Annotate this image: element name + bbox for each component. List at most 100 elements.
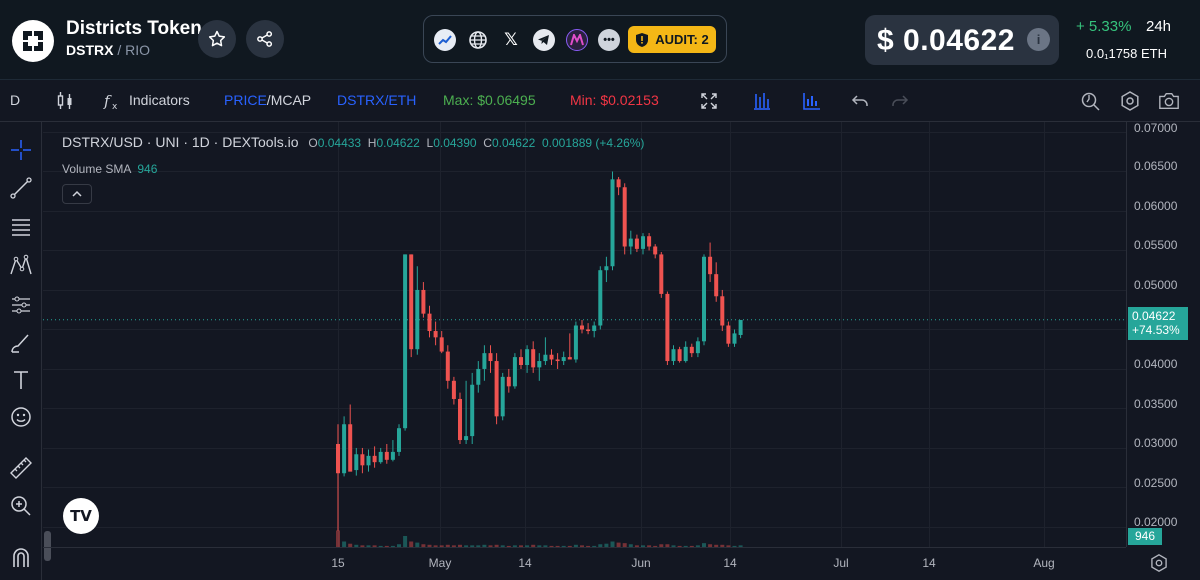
volume-bar	[519, 545, 523, 547]
chart-icon[interactable]	[434, 29, 456, 51]
text-tool-icon[interactable]	[8, 367, 34, 393]
volume-bar	[494, 544, 499, 547]
indicators-button[interactable]: Indicators	[129, 92, 190, 108]
coin-icon[interactable]	[566, 29, 588, 51]
star-icon	[208, 30, 226, 47]
candle-type-icon[interactable]	[54, 90, 76, 112]
telegram-icon[interactable]	[533, 29, 555, 51]
volume-bar	[336, 530, 340, 547]
favorite-button[interactable]	[198, 20, 236, 58]
more-icon[interactable]: •••	[598, 29, 620, 51]
candle-body	[586, 329, 591, 332]
candle-body	[421, 289, 426, 314]
candle-body	[366, 455, 371, 466]
volume-label: Volume SMA	[62, 162, 132, 176]
tradingview-logo[interactable]: TV	[63, 498, 99, 534]
redo-icon[interactable]	[889, 90, 911, 112]
candles-icon[interactable]	[751, 90, 773, 112]
quick-search-icon[interactable]	[1079, 90, 1101, 112]
crosshair-icon[interactable]	[8, 137, 34, 163]
brush-icon[interactable]	[8, 330, 34, 356]
price-mcap-toggle[interactable]: PRICE/MCAP	[224, 92, 311, 108]
volume-bar	[384, 545, 389, 547]
volume-bar	[622, 543, 627, 547]
audit-button[interactable]: AUDIT: 2	[628, 26, 716, 53]
volume-bar	[610, 541, 615, 547]
volume-bar	[634, 545, 639, 547]
candle-body	[464, 436, 469, 441]
globe-icon[interactable]	[467, 29, 489, 51]
volume-bar	[360, 545, 365, 547]
volume-bar	[525, 545, 530, 547]
candle-body	[598, 270, 603, 326]
candlestick-chart[interactable]	[43, 122, 1126, 547]
candle-body	[384, 451, 389, 460]
volume-bar	[628, 544, 633, 547]
magnet-icon[interactable]	[8, 544, 34, 570]
trendline-icon[interactable]	[8, 175, 34, 201]
volume-bar	[647, 545, 652, 547]
current-price-change: +74.53%	[1132, 323, 1180, 337]
collapse-legend-button[interactable]	[62, 184, 92, 204]
candle-body	[695, 341, 700, 354]
volume-bar	[451, 545, 456, 547]
x-icon[interactable]: 𝕏	[504, 30, 518, 50]
undo-icon[interactable]	[849, 90, 871, 112]
toolbar-scroll-handle[interactable]	[44, 531, 51, 561]
info-icon[interactable]: i	[1027, 28, 1050, 51]
token-price: $ 0.04622	[877, 24, 1015, 57]
volume-bar	[683, 545, 688, 547]
price-label[interactable]: PRICE	[224, 92, 267, 108]
time-label: May	[428, 556, 452, 570]
open-key: O	[308, 136, 318, 150]
forecast-icon[interactable]	[8, 292, 34, 318]
candle-body	[397, 428, 401, 452]
volume-bar	[641, 545, 645, 547]
pair-eth-button[interactable]: DSTRX/ETH	[337, 92, 417, 108]
pair-quote: RIO	[125, 42, 151, 58]
interval-button[interactable]: D	[10, 92, 21, 108]
candle-body	[622, 187, 627, 247]
camera-icon[interactable]	[1158, 90, 1180, 112]
candle-body	[506, 376, 511, 387]
candle-body	[342, 424, 347, 474]
volume-value: 946	[137, 162, 158, 176]
candle-body	[390, 451, 395, 460]
ruler-icon[interactable]	[8, 455, 34, 481]
candle-body	[665, 293, 670, 362]
fib-icon[interactable]	[8, 214, 34, 240]
candle-body	[354, 454, 359, 471]
share-button[interactable]	[246, 20, 284, 58]
volume-bar	[378, 545, 383, 547]
audit-label: AUDIT: 2	[655, 32, 709, 47]
axis-settings-icon[interactable]	[1148, 552, 1170, 574]
price-tick: 0.06000	[1134, 199, 1178, 213]
price-axis[interactable]: 0.07000 0.06500 0.06000 0.05500 0.05000 …	[1126, 121, 1200, 547]
candle-body	[616, 179, 621, 188]
emoji-icon[interactable]	[8, 404, 34, 430]
candle-body	[439, 337, 444, 352]
time-axis[interactable]: 15 May 14 Jun 14 Jul 14 Aug	[43, 547, 1126, 580]
mcap-label[interactable]: MCAP	[270, 92, 312, 108]
price-mcap-sep: /	[266, 92, 271, 108]
volume-bar	[561, 545, 566, 547]
volume-bar	[409, 541, 414, 547]
volume-bar	[403, 536, 408, 547]
chart-pane[interactable]: DSTRX/USD · UNI · 1D · DEXTools.io O0.04…	[43, 122, 1126, 547]
settings-icon[interactable]	[1119, 90, 1141, 112]
volume-bar	[397, 544, 401, 547]
bars-icon[interactable]	[801, 90, 823, 112]
candle-body	[604, 266, 609, 271]
candle-body	[378, 451, 383, 463]
volume-bar	[458, 544, 462, 547]
pattern-icon[interactable]	[8, 253, 34, 279]
volume-bar	[720, 544, 725, 547]
fullscreen-icon[interactable]	[698, 90, 720, 112]
price-tick: 0.03000	[1134, 436, 1178, 450]
volume-bar	[500, 545, 505, 547]
zoom-in-icon[interactable]	[8, 493, 34, 519]
candle-body	[470, 384, 475, 437]
price-tick: 0.02500	[1134, 476, 1178, 490]
close-value: 0.04622	[491, 136, 536, 150]
